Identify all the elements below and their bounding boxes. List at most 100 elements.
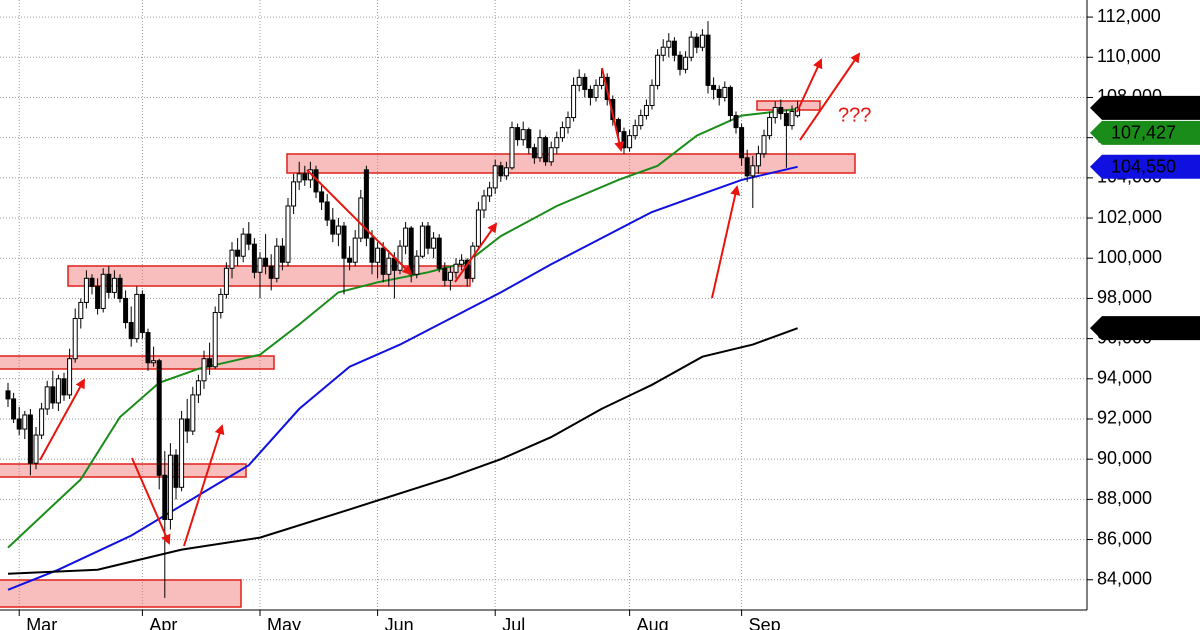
arrow [39, 378, 85, 461]
candle-body [190, 394, 196, 432]
candle-body [481, 195, 487, 211]
candle-body [755, 153, 761, 167]
candle-body [156, 360, 162, 476]
value-tag [1090, 154, 1200, 179]
y-tick-label: 92,000 [1097, 408, 1152, 428]
arrow [183, 424, 225, 547]
candle-body [425, 225, 431, 249]
moving-average-line [7, 165, 798, 591]
candle-body [195, 380, 201, 396]
candle-body [548, 147, 554, 163]
candle-body [335, 225, 341, 235]
candle-body [660, 46, 666, 56]
y-tick-label: 100,000 [1097, 247, 1162, 267]
arrow [796, 58, 823, 113]
last-value-tags: 107,484 107,427 104,550 96,520.1 [1090, 95, 1200, 341]
candle-body [369, 237, 375, 263]
candle-body [257, 257, 263, 273]
candle-body [89, 277, 95, 287]
candle-body [123, 297, 129, 324]
candle-body [571, 84, 577, 119]
candle-body [671, 40, 677, 56]
moving-average-line [7, 327, 798, 575]
x-tick-label: Jul [502, 615, 525, 630]
candle-body [699, 34, 705, 48]
candle-body [106, 273, 112, 293]
candle-body [151, 360, 157, 364]
candle-body [358, 197, 364, 239]
candle-body [134, 293, 140, 340]
candle-body [537, 137, 543, 159]
y-tick-label: 112,000 [1097, 6, 1161, 26]
candle-body [341, 225, 347, 259]
y-tick-label: 102,000 [1097, 207, 1162, 227]
candle-body [615, 119, 621, 133]
candle-body [167, 454, 173, 520]
moving-averages [7, 108, 798, 591]
candle-body [11, 398, 17, 420]
candle-body [246, 233, 252, 245]
candle-body [666, 40, 672, 48]
candle-body [599, 76, 605, 86]
candle-body [27, 414, 33, 464]
candle-body [235, 249, 241, 257]
candle-body [50, 386, 56, 404]
candle-body [274, 245, 280, 279]
candle-body [111, 277, 117, 293]
arrows [39, 52, 861, 547]
value-tag-label: 107,427 [1111, 123, 1176, 143]
y-tick-label: 94,000 [1097, 368, 1152, 388]
candle-body [44, 386, 50, 410]
value-tag-label: 107,484 [1111, 98, 1176, 118]
candle-body [223, 267, 229, 295]
candle-body [201, 358, 207, 382]
candle-body [5, 390, 11, 400]
x-tick-label: May [267, 615, 301, 630]
arrow [454, 222, 498, 283]
candle-body [688, 36, 694, 58]
candle-body [352, 237, 358, 263]
candle-body [72, 318, 78, 360]
candle-body [184, 418, 190, 432]
zone [756, 100, 821, 111]
value-tag [1090, 120, 1200, 145]
candle-body [83, 277, 89, 303]
value-tag [1090, 316, 1200, 341]
x-tick-label: Sep [749, 615, 781, 630]
candle-body [498, 165, 504, 177]
candle-body [442, 267, 448, 281]
candle-body [576, 76, 582, 86]
candle-body [212, 311, 218, 368]
candle-body [487, 187, 493, 197]
y-tick-label: 90,000 [1097, 448, 1152, 468]
candle-body [268, 265, 274, 279]
candle-body [744, 157, 750, 177]
zone [0, 463, 247, 478]
candle-body [347, 257, 353, 263]
candle-body [694, 36, 700, 48]
candle-body [78, 301, 84, 320]
candle-body [649, 84, 655, 107]
y-tick-label: 110,000 [1097, 46, 1161, 66]
candle-body [173, 454, 179, 488]
candle-body [761, 135, 767, 155]
arrow [131, 457, 171, 545]
candle-body [716, 88, 722, 98]
candle-body [16, 418, 22, 430]
candle-body [531, 147, 537, 159]
candle-body [61, 378, 67, 396]
candle-body [39, 408, 45, 436]
candle-body [643, 105, 649, 117]
candle-body [705, 34, 711, 86]
candle-body [414, 255, 420, 275]
candle-body [291, 181, 297, 207]
candle-body [117, 277, 123, 299]
arrow [306, 169, 413, 276]
arrow [711, 185, 741, 299]
candle-body [509, 127, 515, 169]
zones [0, 100, 856, 608]
candle-body [526, 129, 532, 149]
candle-body [296, 173, 302, 183]
candle-body [727, 86, 733, 117]
candle-body [587, 88, 593, 98]
